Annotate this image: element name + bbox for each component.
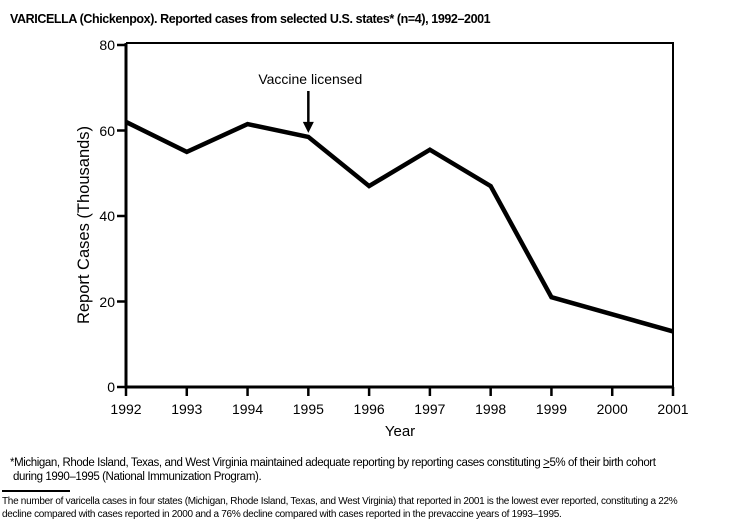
footnote-states-line1: *Michigan, Rhode Island, Texas, and West… bbox=[10, 457, 656, 471]
x-tick-label: 1995 bbox=[292, 401, 324, 417]
x-tick-label: 1992 bbox=[110, 401, 142, 417]
y-tick-label: 60 bbox=[99, 122, 115, 139]
line-chart-svg bbox=[117, 42, 675, 396]
chart-area: Report Cases (Thousands) 0 20 40 60 80 1992 1… bbox=[75, 37, 689, 440]
y-tick-label: 40 bbox=[99, 208, 115, 224]
y-tick-label: 0 bbox=[107, 379, 115, 395]
annotation-arrow-head bbox=[302, 121, 314, 133]
x-tick-label: 1998 bbox=[475, 401, 507, 417]
footnote-states: *Michigan, Rhode Island, Texas, and West… bbox=[10, 457, 656, 484]
x-tick-label: 1994 bbox=[231, 401, 264, 417]
x-tick-label: 1999 bbox=[535, 401, 568, 417]
footnote-decline-line2: decline compared with cases reported in … bbox=[2, 508, 562, 520]
footnote-decline: The number of varicella cases in four st… bbox=[2, 496, 750, 521]
x-axis-title: Year bbox=[384, 423, 416, 440]
footnote-text: *Michigan, Rhode Island, Texas, and West… bbox=[10, 457, 544, 469]
y-tick-label: 20 bbox=[99, 293, 115, 310]
x-tick-label: 1997 bbox=[414, 401, 446, 417]
page-title: VARICELLA (Chickenpox). Reported cases f… bbox=[10, 12, 491, 26]
footnote-decline-line1: The number of varicella cases in four st… bbox=[2, 496, 678, 507]
vaccine-licensed-annotation: Vaccine licensed bbox=[258, 71, 363, 87]
geq-symbol: > bbox=[543, 457, 550, 469]
x-tick-label: 2000 bbox=[596, 401, 628, 417]
x-tick-label: 1996 bbox=[353, 401, 385, 417]
x-tick-label: 1993 bbox=[171, 401, 203, 417]
y-tick-label: 80 bbox=[99, 37, 115, 53]
x-tick-label: 2001 bbox=[657, 401, 689, 417]
footnote-states-line2: during 1990–1995 (National Immunization … bbox=[13, 470, 262, 483]
data-line bbox=[125, 119, 674, 334]
footnote-text: 5% of their birth cohort bbox=[549, 457, 656, 469]
footnote-divider bbox=[2, 490, 70, 492]
